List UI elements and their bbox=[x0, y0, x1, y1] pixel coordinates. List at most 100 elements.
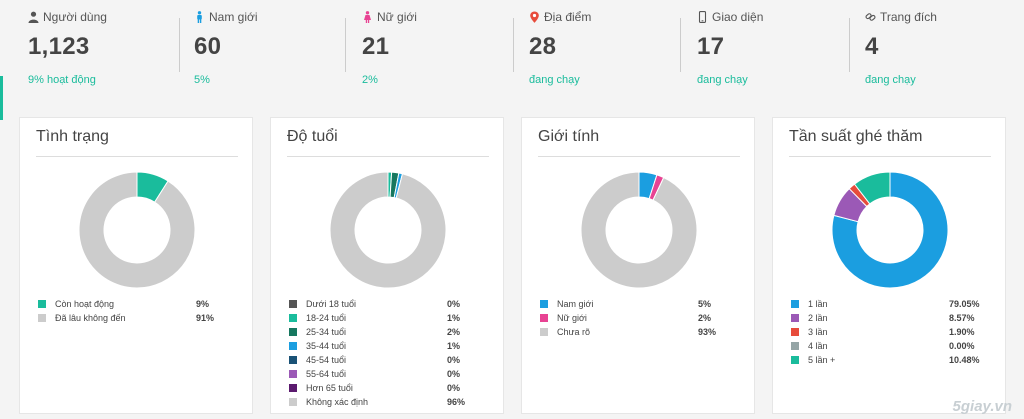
legend-item[interactable]: 3 lần 1.90% bbox=[791, 326, 989, 338]
donut-slice-2[interactable] bbox=[78, 171, 196, 289]
legend-label: Còn hoạt động bbox=[55, 299, 115, 309]
legend-value: 2% bbox=[698, 313, 712, 323]
stat-female[interactable]: Nữ giới 21 2% bbox=[362, 10, 522, 86]
legend-item[interactable]: 18-24 tuổi 1% bbox=[289, 312, 487, 324]
legend-swatch bbox=[38, 300, 46, 308]
legend-value: 9% bbox=[196, 299, 210, 309]
legend-label: Chưa rõ bbox=[557, 327, 591, 337]
stat-value: 1,123 bbox=[28, 33, 90, 60]
stat-label: Nam giới bbox=[209, 10, 258, 24]
legend-label: 18-24 tuổi bbox=[306, 313, 347, 323]
legend-item[interactable]: Còn hoạt động 9% bbox=[38, 298, 236, 310]
card-divider bbox=[789, 156, 991, 157]
legend-label: Không xác định bbox=[306, 397, 369, 407]
chart-legend: Còn hoạt động 9% Đã lâu không đến 91% bbox=[38, 298, 236, 326]
donut-slice-5[interactable] bbox=[853, 171, 891, 205]
legend-item[interactable]: Nam giới 5% bbox=[540, 298, 738, 310]
legend-value: 5% bbox=[698, 299, 712, 309]
donut-chart[interactable] bbox=[831, 171, 949, 289]
legend-label: Nam giới bbox=[557, 299, 594, 309]
stat-sub: đang chạy bbox=[697, 74, 748, 86]
chart-legend: 1 lần 79.05% 2 lần 8.57% 3 lần 1.90% 4 lần 0.00… bbox=[791, 298, 989, 368]
stat-users[interactable]: Người dùng 1,123 9% hoạt động bbox=[28, 10, 188, 86]
legend-item[interactable]: Đã lâu không đến 91% bbox=[38, 312, 236, 324]
legend-item[interactable]: Không xác định 96% bbox=[289, 396, 487, 408]
card-title: Độ tuổi bbox=[287, 128, 338, 145]
user-icon bbox=[28, 11, 39, 23]
legend-item[interactable]: Chưa rõ 93% bbox=[540, 326, 738, 338]
watermark-logo: 5giay.vn bbox=[952, 398, 1012, 415]
legend-swatch bbox=[289, 300, 297, 308]
legend-value: 91% bbox=[196, 313, 215, 323]
legend-swatch bbox=[289, 328, 297, 336]
legend-item[interactable]: 4 lần 0.00% bbox=[791, 340, 989, 352]
legend-label: 2 lần bbox=[808, 313, 828, 323]
legend-swatch bbox=[791, 342, 799, 350]
legend-value: 8.57% bbox=[949, 313, 975, 323]
legend-item[interactable]: Nữ giới 2% bbox=[540, 312, 738, 324]
stat-locations[interactable]: Địa điểm 28 đang chạy bbox=[529, 10, 689, 86]
legend-value: 1.90% bbox=[949, 327, 975, 337]
stat-male[interactable]: Nam giới 60 5% bbox=[194, 10, 354, 86]
legend-swatch bbox=[791, 300, 799, 308]
stat-value: 4 bbox=[865, 33, 879, 60]
legend-swatch bbox=[791, 356, 799, 364]
stat-value: 60 bbox=[194, 33, 222, 60]
legend-swatch bbox=[289, 370, 297, 378]
stat-interfaces[interactable]: Giao diện 17 đang chạy bbox=[697, 10, 857, 86]
card-title: Tần suất ghé thăm bbox=[789, 128, 923, 145]
chart-card-gender: Giới tính Nam giới 5% Nữ giới 2% Chưa rõ 93% bbox=[521, 117, 755, 414]
legend-value: 1% bbox=[447, 313, 461, 323]
female-icon bbox=[364, 11, 371, 23]
legend-value: 79.05% bbox=[949, 299, 980, 309]
donut-slice-8[interactable] bbox=[329, 171, 447, 289]
legend-item[interactable]: Hơn 65 tuổi 0% bbox=[289, 382, 487, 394]
legend-value: 2% bbox=[447, 327, 461, 337]
stat-label: Nữ giới bbox=[377, 10, 417, 24]
male-icon bbox=[197, 11, 202, 23]
legend-item[interactable]: 55-64 tuổi 0% bbox=[289, 368, 487, 380]
legend-swatch bbox=[289, 342, 297, 350]
donut-slice-3[interactable] bbox=[580, 171, 698, 289]
donut-chart[interactable] bbox=[78, 171, 196, 289]
stat-label: Giao diện bbox=[712, 10, 764, 24]
legend-item[interactable]: 35-44 tuổi 1% bbox=[289, 340, 487, 352]
divider bbox=[345, 18, 346, 72]
legend-swatch bbox=[791, 314, 799, 322]
legend-value: 0% bbox=[447, 383, 461, 393]
legend-label: Đã lâu không đến bbox=[55, 313, 126, 323]
legend-value: 1% bbox=[447, 341, 461, 351]
stat-sub: 2% bbox=[362, 74, 378, 86]
legend-label: 5 lần + bbox=[808, 355, 836, 365]
divider bbox=[849, 18, 850, 72]
stat-label: Trang đích bbox=[880, 10, 937, 24]
donut-chart[interactable] bbox=[580, 171, 698, 289]
stat-value: 21 bbox=[362, 33, 390, 60]
legend-label: 25-34 tuổi bbox=[306, 327, 347, 337]
stat-value: 28 bbox=[529, 33, 557, 60]
legend-label: Dưới 18 tuổi bbox=[306, 299, 356, 309]
legend-item[interactable]: 25-34 tuổi 2% bbox=[289, 326, 487, 338]
divider bbox=[680, 18, 681, 72]
legend-item[interactable]: 1 lần 79.05% bbox=[791, 298, 989, 310]
card-divider bbox=[36, 156, 238, 157]
legend-label: 45-54 tuổi bbox=[306, 355, 347, 365]
stat-label: Người dùng bbox=[43, 10, 107, 24]
legend-item[interactable]: 2 lần 8.57% bbox=[791, 312, 989, 324]
legend-value: 0.00% bbox=[949, 341, 975, 351]
legend-label: 55-64 tuổi bbox=[306, 369, 347, 379]
stat-landing-pages[interactable]: Trang đích 4 đang chạy bbox=[865, 10, 1024, 86]
legend-value: 10.48% bbox=[949, 355, 980, 365]
legend-item[interactable]: 5 lần + 10.48% bbox=[791, 354, 989, 366]
legend-item[interactable]: 45-54 tuổi 0% bbox=[289, 354, 487, 366]
stat-sub: đang chạy bbox=[865, 74, 916, 86]
legend-item[interactable]: Dưới 18 tuổi 0% bbox=[289, 298, 487, 310]
mobile-icon bbox=[698, 11, 707, 23]
stats-bar: Người dùng 1,123 9% hoạt động Nam giới 6… bbox=[0, 0, 1024, 100]
donut-chart[interactable] bbox=[329, 171, 447, 289]
legend-swatch bbox=[791, 328, 799, 336]
legend-value: 96% bbox=[447, 397, 466, 407]
stat-sub: 9% hoạt động bbox=[28, 74, 96, 86]
map-pin-icon bbox=[530, 11, 539, 23]
donut-slice-1[interactable] bbox=[831, 171, 949, 289]
